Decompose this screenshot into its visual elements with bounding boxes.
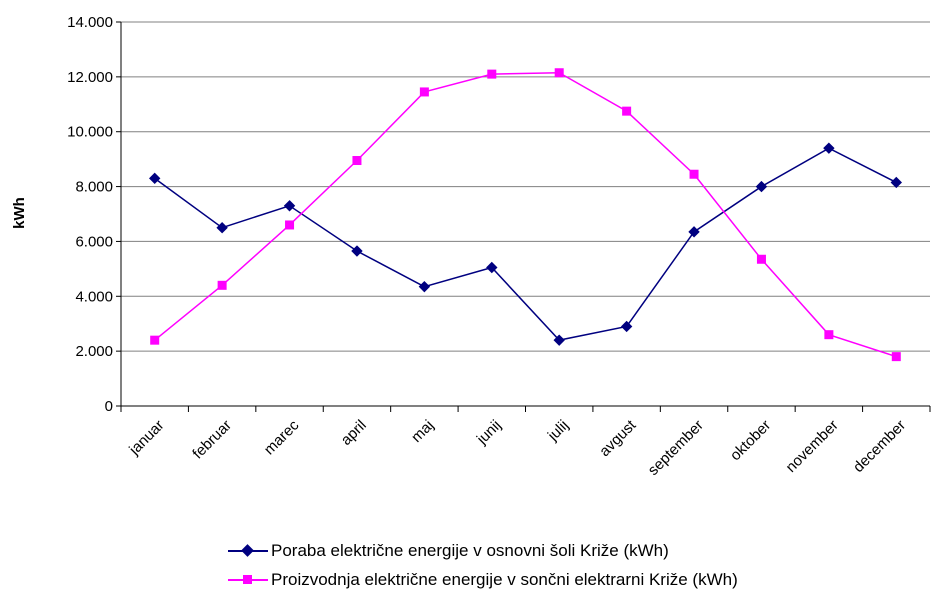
x-tick-label: december xyxy=(850,417,909,476)
y-tick-label: 2.000 xyxy=(75,343,113,360)
data-point-square xyxy=(756,254,766,264)
legend-key-diamond-icon xyxy=(228,543,268,557)
data-point-diamond xyxy=(688,226,700,238)
series-line xyxy=(154,71,897,358)
data-point-diamond xyxy=(418,280,431,293)
x-tick-label: april xyxy=(338,417,370,449)
y-tick-label: 0 xyxy=(105,398,113,415)
data-point-diamond xyxy=(351,245,363,257)
data-point-square xyxy=(217,280,227,290)
y-tick-label: 4.000 xyxy=(75,288,113,305)
x-tick-label: avgust xyxy=(596,416,640,460)
y-tick-labels: 0 2.000 4.000 6.000 8.000 10.000 12.000 14.000 xyxy=(67,14,113,415)
data-point-square xyxy=(487,69,497,79)
data-point-square xyxy=(622,106,632,116)
y-tick-label: 10.000 xyxy=(67,124,113,141)
axes xyxy=(116,21,931,412)
legend-label-production: Proizvodnja električne energije v sončni… xyxy=(271,569,738,589)
series-lines xyxy=(149,68,902,362)
legend: Poraba električne energije v osnovni šol… xyxy=(228,536,848,594)
x-tick-label: maj xyxy=(408,417,437,446)
gridlines xyxy=(121,21,930,352)
legend-key-square-icon xyxy=(228,574,268,586)
line-chart: 02.0004.0006.0008.00010.00012.00014.000 … xyxy=(11,14,931,479)
x-tick-label: marec xyxy=(261,416,303,458)
data-point-diamond xyxy=(553,334,565,346)
data-point-square xyxy=(150,335,160,345)
x-tick-labels: januar februar marec april maj junij julij avgu… xyxy=(125,416,909,479)
y-tick-label: 6.000 xyxy=(75,233,113,250)
x-tick-label: oktober xyxy=(727,417,774,464)
data-point-square xyxy=(419,87,429,97)
data-point-diamond xyxy=(283,200,296,212)
y-axis-label: kWh xyxy=(11,197,28,229)
series-line xyxy=(154,147,897,341)
x-tick-label: julij xyxy=(544,417,572,445)
x-tick-label: februar xyxy=(189,417,235,463)
legend-item-production: Proizvodnja električne energije v sončni… xyxy=(228,565,848,594)
x-tick-label: september xyxy=(645,417,707,479)
y-tick-label: 14.000 xyxy=(67,14,113,31)
data-point-diamond xyxy=(486,261,498,274)
data-point-square xyxy=(891,352,901,362)
data-point-square xyxy=(554,68,564,78)
data-point-diamond xyxy=(823,142,835,154)
x-tick-label: junij xyxy=(473,417,505,449)
data-point-diamond xyxy=(755,180,768,193)
legend-item-consumption: Poraba električne energije v osnovni šol… xyxy=(228,536,848,565)
data-point-square xyxy=(352,156,362,166)
data-point-diamond xyxy=(620,320,633,333)
data-point-diamond xyxy=(890,176,902,189)
legend-label-consumption: Poraba električne energije v osnovni šol… xyxy=(271,540,669,560)
data-point-square xyxy=(689,169,699,179)
data-point-square xyxy=(285,220,295,230)
data-point-diamond xyxy=(149,172,161,185)
y-tick-label: 8.000 xyxy=(75,179,113,196)
x-tick-label: november xyxy=(783,417,842,476)
y-tick-label: 12.000 xyxy=(67,69,113,86)
data-point-diamond xyxy=(216,222,228,234)
x-tick-label: januar xyxy=(125,417,167,459)
data-point-square xyxy=(824,330,834,340)
